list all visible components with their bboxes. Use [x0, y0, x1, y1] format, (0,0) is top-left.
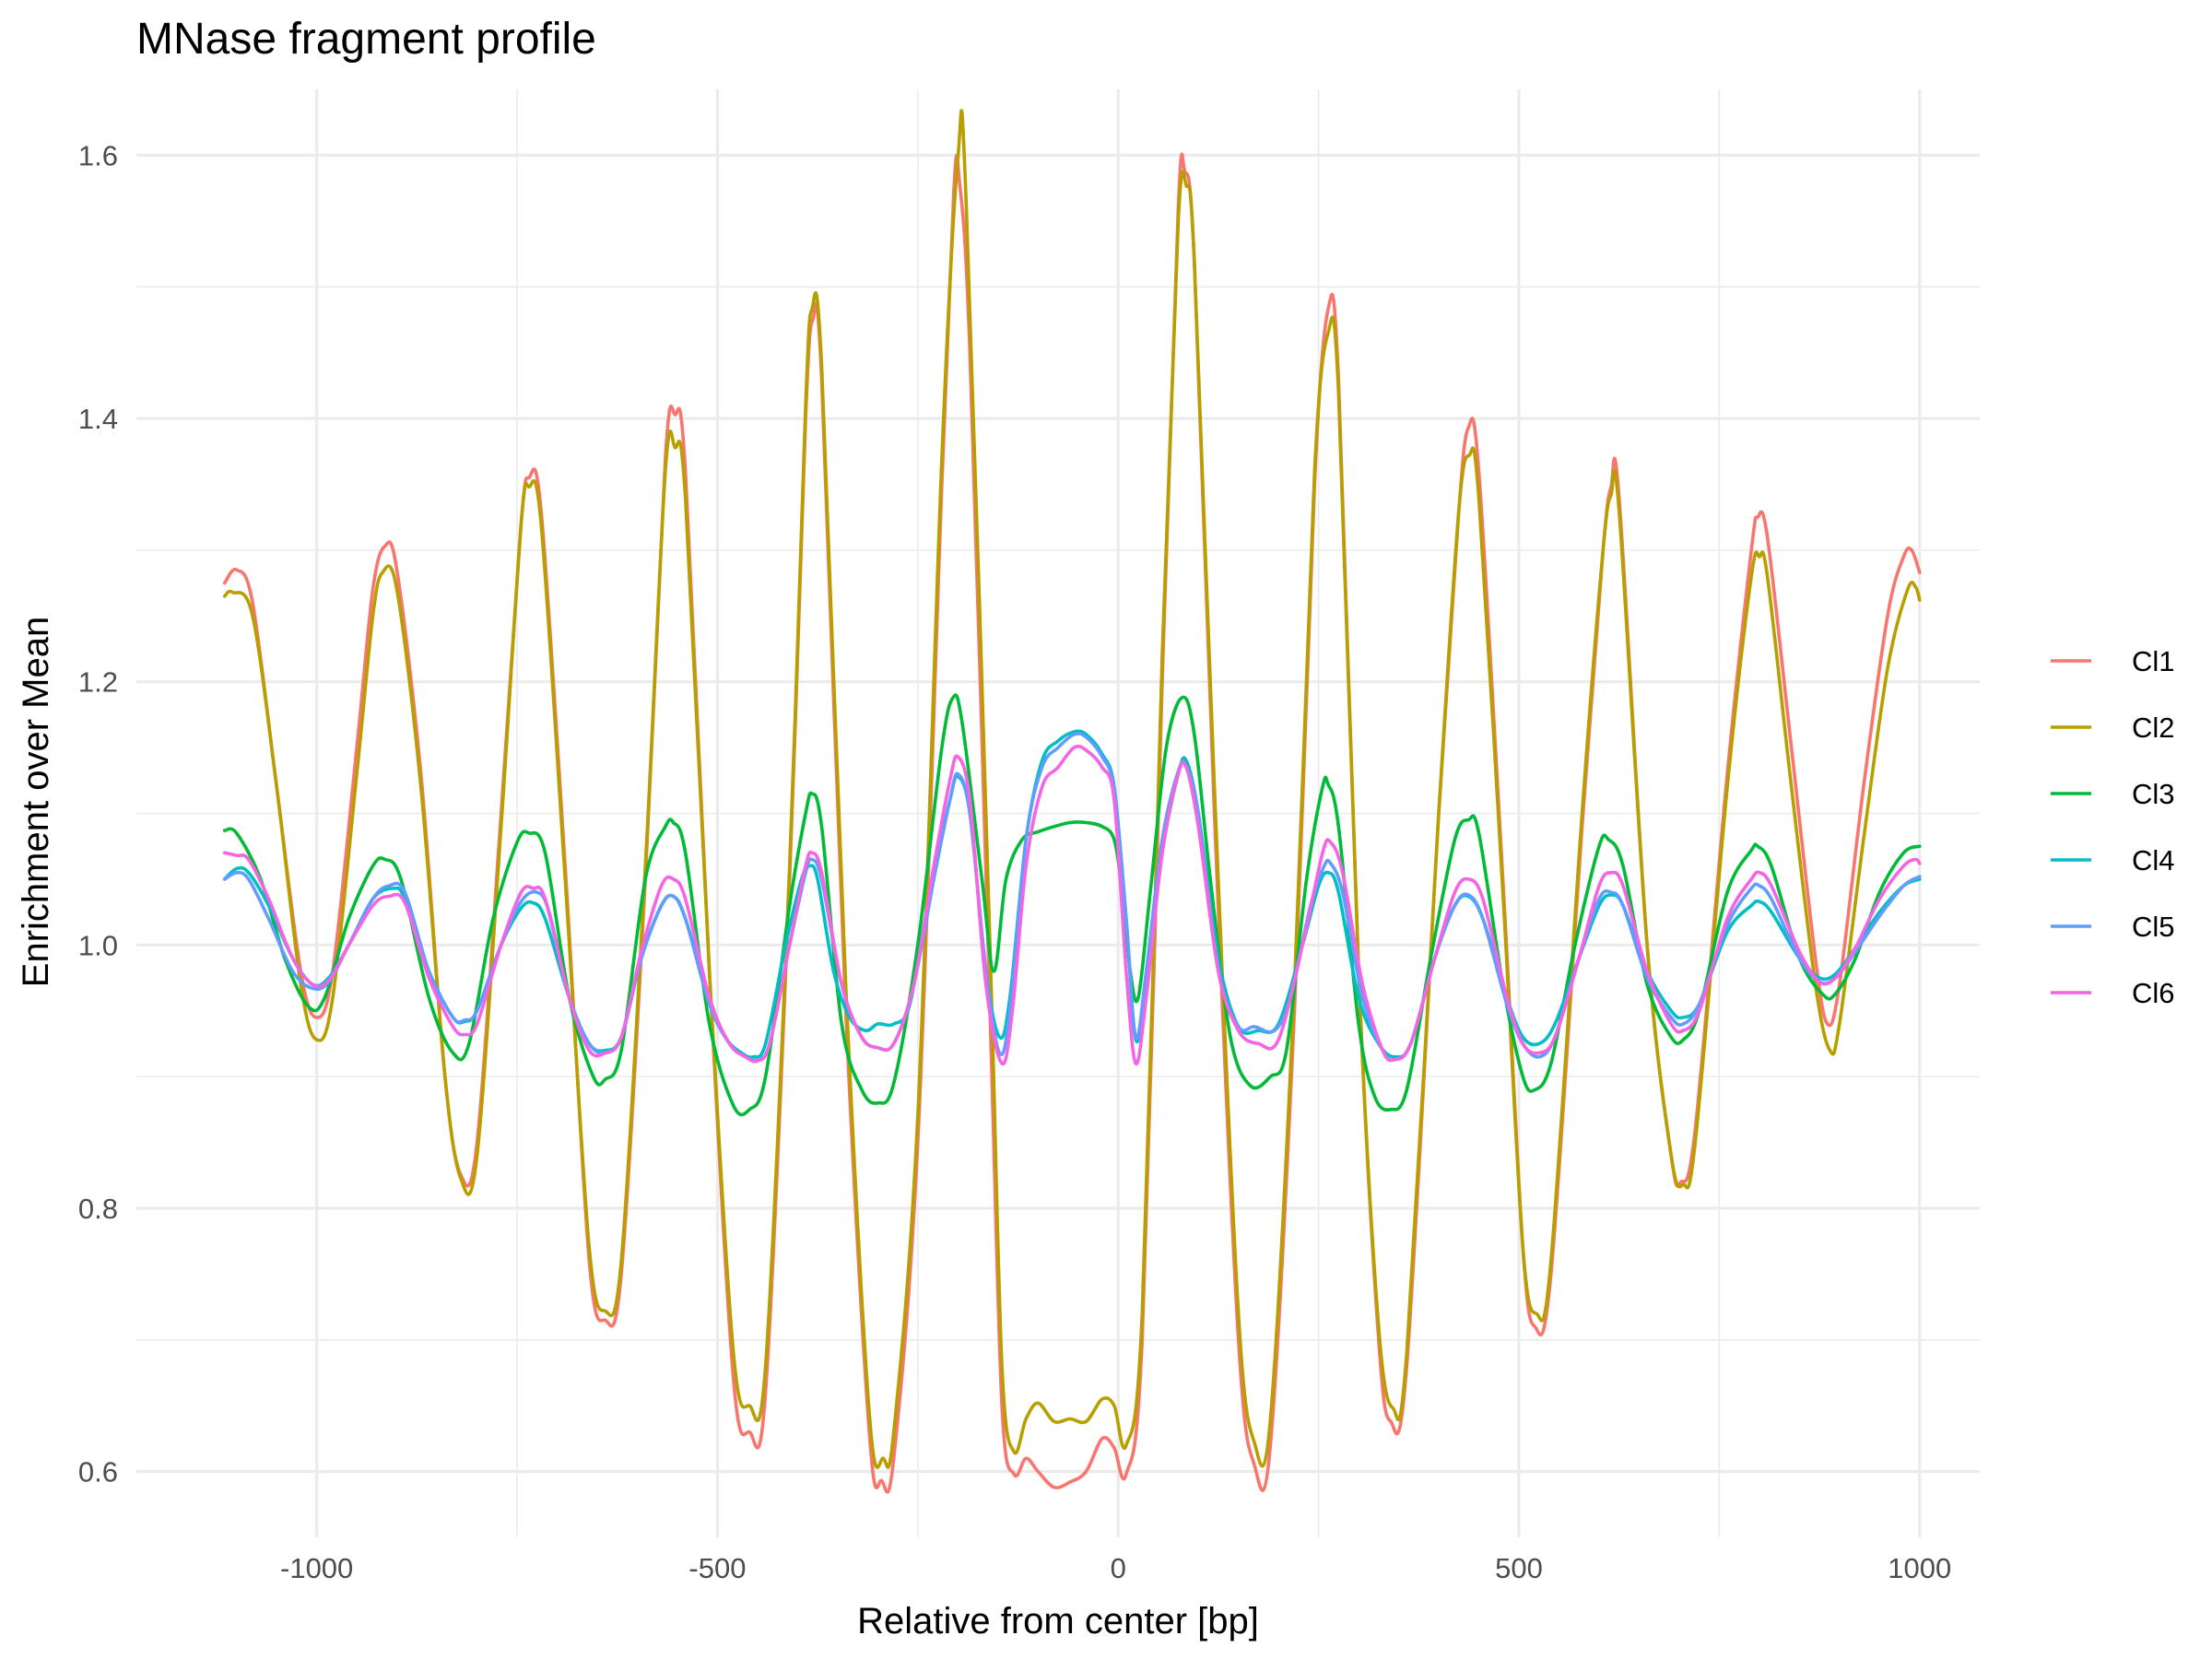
y-tick-label: 0.6 — [78, 1456, 118, 1488]
x-axis-title: Relative from center [bp] — [857, 1601, 1259, 1641]
chart-title: MNase fragment profile — [136, 15, 596, 64]
legend-label-cl2: Cl2 — [2132, 712, 2175, 744]
x-tick-label: -1000 — [280, 1552, 353, 1584]
legend-label-cl5: Cl5 — [2132, 911, 2175, 943]
legend: Cl1 Cl2 Cl3 Cl4 Cl5 Cl6 — [2051, 645, 2175, 1009]
legend-label-cl1: Cl1 — [2132, 645, 2175, 677]
x-tick-label: 0 — [1111, 1552, 1126, 1584]
y-axis-ticks: 0.6 0.8 1.0 1.2 1.4 1.6 — [78, 139, 118, 1488]
y-tick-label: 1.2 — [78, 666, 118, 699]
grid — [136, 89, 1980, 1537]
series-line-cl2 — [222, 109, 1922, 1469]
legend-label-cl4: Cl4 — [2132, 844, 2175, 877]
y-tick-label: 1.6 — [78, 139, 118, 171]
x-axis-ticks: -1000 -500 0 500 1000 — [280, 1552, 1951, 1584]
series-line-cl3 — [222, 693, 1922, 1117]
y-axis-title: Enrichment over Mean — [16, 617, 56, 987]
y-tick-label: 1.4 — [78, 403, 118, 435]
y-tick-label: 1.0 — [78, 929, 118, 961]
x-tick-label: -500 — [688, 1552, 746, 1584]
x-tick-label: 1000 — [1888, 1552, 1951, 1584]
y-tick-label: 0.8 — [78, 1193, 118, 1225]
series-line-cl6 — [222, 744, 1922, 1066]
legend-label-cl3: Cl3 — [2132, 778, 2175, 810]
series-lines — [222, 109, 1922, 1494]
legend-label-cl6: Cl6 — [2132, 977, 2175, 1009]
x-tick-label: 500 — [1495, 1552, 1543, 1584]
